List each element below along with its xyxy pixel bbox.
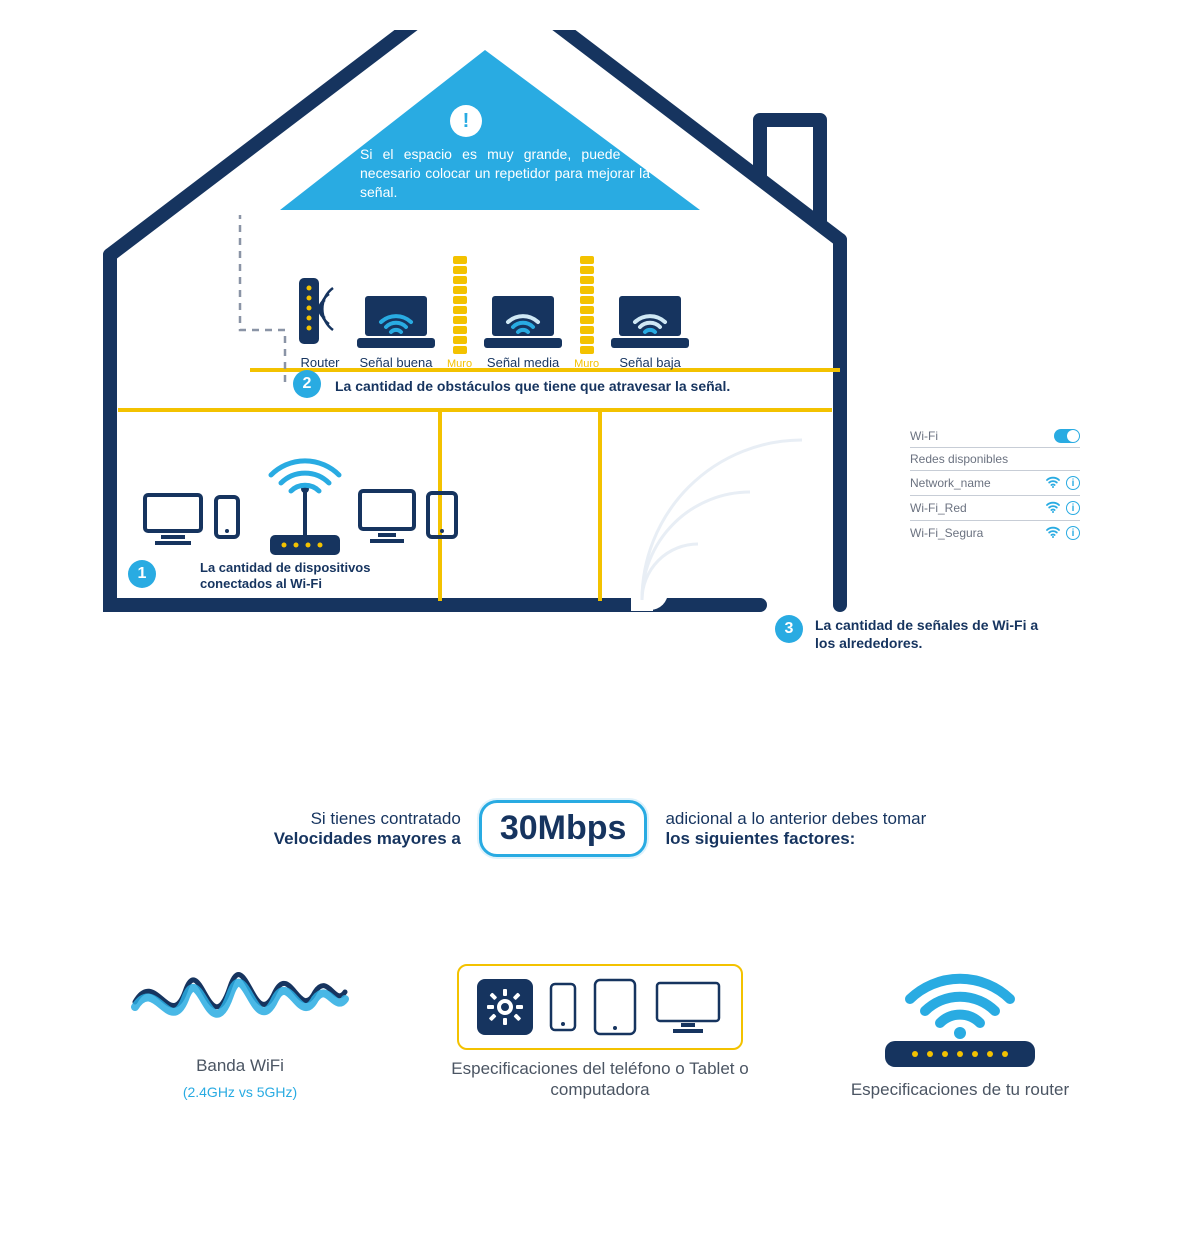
alert-icon: ! [450, 105, 482, 137]
info-icon[interactable]: i [1066, 476, 1080, 490]
step3-text: La cantidad de señales de Wi-Fi a los al… [815, 617, 1045, 652]
speed-line: Si tienes contratado Velocidades mayores… [60, 800, 1140, 857]
step2-badge: 2 [293, 370, 321, 398]
tablet-icon [593, 978, 637, 1036]
devices-room [140, 435, 490, 575]
laptop-good: Señal buena [353, 290, 439, 370]
network-row-0[interactable]: Network_name i [910, 470, 1080, 495]
factor-router: Especificaciones de tu router [810, 951, 1110, 1100]
wave-icon [130, 937, 350, 1047]
router-device: Router [295, 274, 345, 370]
wifi-title: Wi-Fi [910, 429, 938, 443]
wall-1: Muro [447, 256, 472, 370]
laptop-low: Señal baja [607, 290, 693, 370]
speed-right: adicional a lo anterior debes tomar los … [665, 809, 926, 849]
spec-box [457, 964, 743, 1050]
info-icon[interactable]: i [1066, 526, 1080, 540]
gear-icon [477, 979, 533, 1035]
factors-row: Banda WiFi (2.4GHz vs 5GHz) [60, 937, 1140, 1100]
info-icon[interactable]: i [1066, 501, 1080, 515]
speed-pill: 30Mbps [479, 800, 648, 857]
signal-row: Router Señal buena Muro [295, 230, 885, 370]
step1-badge: 1 [128, 560, 156, 588]
step2-text: La cantidad de obstáculos que tiene que … [335, 378, 865, 394]
attic-text: Si el espacio es muy grande, puede ser n… [360, 145, 650, 202]
wall-2: Muro [574, 256, 599, 370]
wifi-icon [1046, 475, 1060, 491]
available-row: Redes disponibles [910, 447, 1080, 470]
step1-text: La cantidad de dispositivos conectados a… [200, 560, 430, 593]
wifi-toggle[interactable] [1054, 429, 1080, 443]
wifi-icon [1046, 525, 1060, 541]
phone-icon [549, 982, 577, 1032]
factor-device: Especificaciones del teléfono o Tablet o… [450, 964, 750, 1101]
factor-band: Banda WiFi (2.4GHz vs 5GHz) [90, 937, 390, 1100]
network-row-2[interactable]: Wi-Fi_Segura i [910, 520, 1080, 545]
speed-left: Si tienes contratado Velocidades mayores… [274, 809, 461, 849]
network-row-1[interactable]: Wi-Fi_Red i [910, 495, 1080, 520]
laptop-medium: Señal media [480, 290, 566, 370]
wifi-networks-panel: Wi-Fi Redes disponibles Network_name i W… [910, 425, 1080, 545]
monitor-icon [653, 979, 723, 1035]
wifi-toggle-row: Wi-Fi [910, 425, 1080, 447]
router-icon [875, 951, 1045, 1071]
house-infographic: ! Si el espacio es muy grande, puede ser… [60, 30, 1140, 680]
bottom-section: Si tienes contratado Velocidades mayores… [60, 800, 1140, 1100]
router-label: Router [300, 356, 339, 370]
wifi-icon [1046, 500, 1060, 516]
step3-badge: 3 [775, 615, 803, 643]
